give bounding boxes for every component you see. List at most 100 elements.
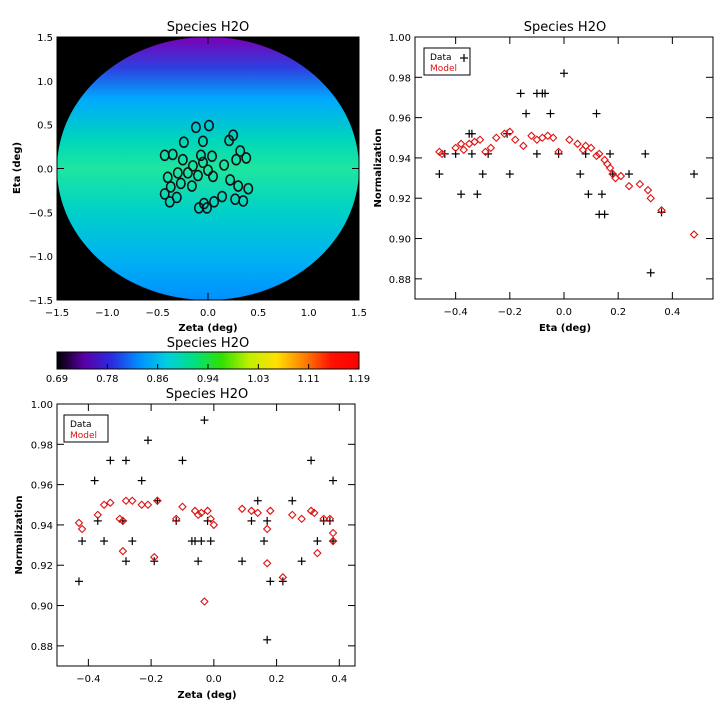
- eta-plot-model-point: [486, 143, 496, 153]
- colorbar-panel: Species H2O 0.69 0.78 0.86 0.94 1.03 1.11 1.19: [46, 336, 370, 385]
- zeta-plot-y-tick-label: 0.98: [31, 440, 53, 451]
- zeta-plot-model-point: [178, 502, 187, 512]
- eta-plot-data-point: [600, 210, 609, 219]
- map-source-marker: [178, 136, 189, 148]
- zeta-plot-model-point: [153, 496, 162, 506]
- zeta-plot-y-tick-label: 0.96: [31, 481, 53, 492]
- zeta-plot-y-tick-label: 1.00: [31, 400, 53, 411]
- zeta-plot-model-point: [237, 504, 247, 514]
- zeta-legend-data-label: Data: [70, 420, 92, 430]
- eta-plot-data-point: [473, 190, 482, 199]
- eta-plot-x-tick-label: −0.2: [498, 307, 522, 318]
- map-source-marker: [228, 129, 239, 141]
- eta-plot-model-point: [565, 135, 574, 145]
- zeta-plot-y-tick-label: 0.90: [31, 602, 53, 613]
- eta-plot-model-point: [624, 181, 634, 191]
- map-source-marker: [172, 167, 183, 179]
- map-y-tick-label: 0.5: [37, 121, 53, 132]
- zeta-plot-data-point: [238, 557, 247, 566]
- zeta-plot-model-point: [309, 508, 319, 518]
- map-x-tick-label: 1.5: [351, 308, 367, 319]
- map-gradient-field: [57, 37, 359, 300]
- map-source-marker: [204, 119, 215, 132]
- eta-plot-model-point: [459, 145, 469, 155]
- map-y-tick-label: 0.0: [37, 165, 53, 176]
- zeta-plot-y-tick-label: 0.92: [31, 561, 53, 572]
- eta-plot-x-tick-label: 0.0: [556, 307, 572, 318]
- zeta-plot-model-point: [328, 536, 338, 546]
- map-x-tick-label: −0.5: [146, 308, 170, 319]
- zeta-plot-frame: [56, 403, 356, 667]
- map-source-marker: [207, 150, 218, 163]
- eta-plot-data-point: [606, 149, 615, 158]
- zeta-plot-data-point: [143, 436, 152, 445]
- eta-plot-data-point: [646, 268, 655, 277]
- map-x-tick-label: 0.5: [250, 308, 266, 319]
- zeta-plot-model-point: [74, 518, 84, 528]
- map-x-tick-label: 0.0: [200, 308, 216, 319]
- map-source-marker: [201, 202, 212, 214]
- zeta-plot-y-tick-label: 0.88: [31, 642, 53, 653]
- colorbar-tick-label: 0.78: [96, 374, 118, 385]
- eta-plot-points: [435, 69, 699, 277]
- eta-legend: Data Model: [423, 47, 471, 76]
- map-title: Species H2O: [167, 20, 249, 35]
- zeta-plot-data-point: [106, 456, 115, 465]
- eta-plot-model-point: [451, 143, 460, 153]
- eta-plot-model-point: [481, 147, 490, 157]
- map-source-marker: [233, 180, 244, 192]
- map-source-marker: [167, 148, 178, 161]
- eta-plot-model-point: [594, 149, 604, 159]
- eta-plot-model-point: [543, 131, 553, 141]
- eta-plot-model-point: [592, 151, 601, 161]
- zeta-plot-model-point: [137, 500, 146, 510]
- eta-plot-model-point: [581, 141, 590, 151]
- eta-plot-model-point: [491, 133, 501, 143]
- zeta-plot-model-point: [197, 508, 206, 518]
- zeta-plot-model-point: [253, 508, 263, 518]
- colorbar-tick-label: 1.03: [247, 374, 269, 385]
- map-x-label: Zeta (deg): [178, 323, 237, 334]
- colorbar-axis: 0.69 0.78 0.86 0.94 1.03 1.11 1.19: [46, 364, 370, 385]
- map-field: [57, 37, 359, 300]
- zeta-legend: Data Model: [63, 414, 109, 443]
- eta-plot-model-point: [437, 149, 447, 159]
- map-source-marker: [243, 182, 254, 195]
- colorbar-tick-label: 0.94: [197, 374, 219, 385]
- colorbar-tick-label: 0.86: [147, 374, 169, 385]
- eta-plot-data-point: [516, 89, 525, 98]
- eta-plot-model-point: [605, 163, 615, 173]
- map-source-marker: [162, 171, 173, 184]
- map-source-marker: [217, 190, 228, 203]
- zeta-plot-data-point: [153, 496, 162, 505]
- eta-panel: Species H2O −0.4 −0.2 0.0 0.2 0.4 0.880.900.…: [373, 20, 714, 334]
- zeta-plot-x-tick-label: −0.2: [139, 674, 163, 685]
- zeta-plot-y-axis: 0.88 0.90 0.92 0.94 0.96 0.98 1.00: [31, 400, 355, 653]
- zeta-plot-model-point: [200, 597, 209, 606]
- zeta-plot-model-point: [143, 500, 153, 510]
- eta-plot-data-point: [522, 109, 531, 118]
- eta-plot-model-point: [456, 139, 466, 149]
- eta-plot-data-point: [478, 170, 487, 179]
- eta-plot-model-point: [554, 147, 563, 157]
- eta-plot-model-point: [689, 230, 699, 239]
- eta-plot-data-point: [641, 149, 650, 158]
- eta-plot-data-point: [505, 170, 514, 179]
- zeta-plot-model-point: [287, 510, 297, 520]
- zeta-plot-data-point: [90, 476, 99, 485]
- map-source-marker: [186, 180, 197, 192]
- map-source-marker: [225, 174, 236, 186]
- map-y-tick-label: 1.5: [37, 33, 53, 44]
- map-source-marker: [197, 156, 208, 169]
- zeta-plot-x-axis: −0.4 −0.2 0.0 0.2 0.4: [76, 404, 347, 685]
- zeta-plot-data-point: [313, 537, 322, 546]
- eta-plot-x-label: Eta (deg): [539, 323, 591, 334]
- zeta-plot-model-point: [121, 496, 131, 506]
- zeta-plot-model-point: [77, 524, 87, 534]
- map-source-marker: [231, 153, 242, 166]
- zeta-plot-title: Species H2O: [166, 387, 248, 402]
- zeta-panel: Species H2O −0.4 −0.2 0.0 0.2 0.4 0.88 0.90 0.…: [14, 387, 356, 701]
- eta-plot-data-point: [560, 69, 568, 78]
- map-y-tick-label: 1.0: [37, 77, 53, 88]
- eta-plot-data-point: [690, 170, 699, 179]
